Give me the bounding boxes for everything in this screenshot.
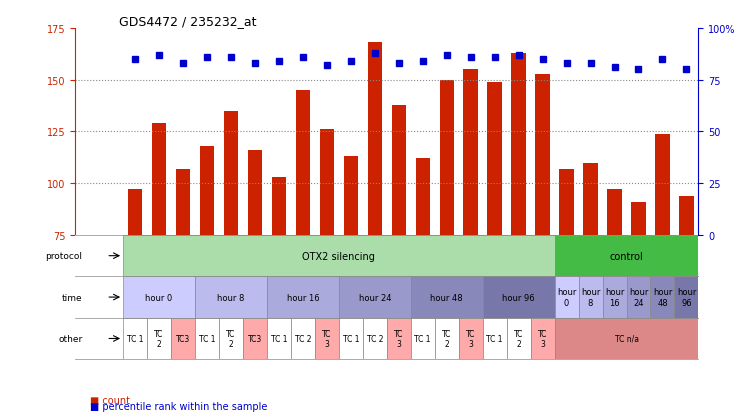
Text: TC
3: TC 3: [322, 329, 331, 348]
Text: hour
96: hour 96: [677, 288, 696, 307]
Text: other: other: [58, 334, 83, 343]
Text: hour 0: hour 0: [146, 293, 173, 302]
Bar: [463, 70, 478, 235]
Bar: [272, 178, 286, 235]
Bar: [128, 190, 142, 235]
Text: control: control: [610, 251, 644, 261]
Text: TC 1: TC 1: [342, 334, 359, 343]
Bar: [535, 74, 550, 235]
Text: TC
3: TC 3: [466, 329, 475, 348]
Text: hour 48: hour 48: [430, 293, 463, 302]
FancyBboxPatch shape: [602, 277, 626, 318]
Bar: [584, 163, 598, 235]
Text: TC3: TC3: [176, 334, 190, 343]
Text: TC n/a: TC n/a: [614, 334, 638, 343]
Text: hour 24: hour 24: [358, 293, 391, 302]
FancyBboxPatch shape: [387, 318, 411, 359]
Text: TC
2: TC 2: [442, 329, 451, 348]
FancyBboxPatch shape: [411, 277, 483, 318]
Bar: [559, 169, 574, 235]
Text: TC
3: TC 3: [394, 329, 403, 348]
Bar: [224, 112, 238, 235]
Bar: [296, 91, 310, 235]
Text: hour 8: hour 8: [217, 293, 245, 302]
Text: TC 2: TC 2: [294, 334, 311, 343]
FancyBboxPatch shape: [291, 318, 315, 359]
Text: TC 1: TC 1: [415, 334, 431, 343]
Text: TC 1: TC 1: [487, 334, 503, 343]
Text: TC 2: TC 2: [366, 334, 383, 343]
Text: TC 1: TC 1: [270, 334, 287, 343]
FancyBboxPatch shape: [363, 318, 387, 359]
FancyBboxPatch shape: [507, 318, 531, 359]
Bar: [248, 151, 262, 235]
FancyBboxPatch shape: [243, 318, 267, 359]
FancyBboxPatch shape: [339, 277, 411, 318]
FancyBboxPatch shape: [578, 277, 602, 318]
Bar: [391, 105, 406, 235]
Bar: [487, 83, 502, 235]
FancyBboxPatch shape: [459, 318, 483, 359]
Text: TC
2: TC 2: [154, 329, 164, 348]
FancyBboxPatch shape: [123, 318, 147, 359]
Text: TC
2: TC 2: [226, 329, 236, 348]
Text: TC 1: TC 1: [199, 334, 216, 343]
Text: time: time: [62, 293, 83, 302]
Bar: [415, 159, 430, 235]
FancyBboxPatch shape: [411, 318, 435, 359]
FancyBboxPatch shape: [147, 318, 171, 359]
Text: ■ percentile rank within the sample: ■ percentile rank within the sample: [90, 401, 267, 411]
Text: TC3: TC3: [248, 334, 262, 343]
Bar: [632, 202, 646, 235]
FancyBboxPatch shape: [339, 318, 363, 359]
Text: OTX2 silencing: OTX2 silencing: [303, 251, 376, 261]
FancyBboxPatch shape: [315, 318, 339, 359]
Bar: [511, 54, 526, 235]
FancyBboxPatch shape: [171, 318, 195, 359]
FancyBboxPatch shape: [219, 318, 243, 359]
Text: hour 16: hour 16: [287, 293, 319, 302]
FancyBboxPatch shape: [554, 277, 578, 318]
FancyBboxPatch shape: [123, 235, 554, 277]
FancyBboxPatch shape: [195, 318, 219, 359]
Text: hour
24: hour 24: [629, 288, 648, 307]
FancyBboxPatch shape: [650, 277, 674, 318]
Bar: [439, 81, 454, 235]
FancyBboxPatch shape: [626, 277, 650, 318]
FancyBboxPatch shape: [267, 277, 339, 318]
Text: TC 1: TC 1: [127, 334, 143, 343]
FancyBboxPatch shape: [554, 235, 698, 277]
FancyBboxPatch shape: [554, 318, 698, 359]
Bar: [656, 134, 670, 235]
Text: TC
3: TC 3: [538, 329, 547, 348]
Text: protocol: protocol: [45, 252, 83, 261]
Text: hour
48: hour 48: [653, 288, 672, 307]
FancyBboxPatch shape: [123, 277, 195, 318]
Text: hour
8: hour 8: [581, 288, 600, 307]
Bar: [152, 124, 166, 235]
Bar: [679, 196, 694, 235]
Text: hour
0: hour 0: [557, 288, 576, 307]
Bar: [176, 169, 190, 235]
FancyBboxPatch shape: [483, 277, 554, 318]
Text: GDS4472 / 235232_at: GDS4472 / 235232_at: [119, 15, 256, 28]
FancyBboxPatch shape: [435, 318, 459, 359]
Text: TC
2: TC 2: [514, 329, 523, 348]
Bar: [200, 147, 214, 235]
FancyBboxPatch shape: [674, 277, 698, 318]
Bar: [608, 190, 622, 235]
Bar: [320, 130, 334, 235]
Bar: [344, 157, 358, 235]
Text: hour 96: hour 96: [502, 293, 535, 302]
FancyBboxPatch shape: [531, 318, 554, 359]
Text: ■ count: ■ count: [90, 395, 130, 405]
FancyBboxPatch shape: [267, 318, 291, 359]
Bar: [367, 43, 382, 235]
FancyBboxPatch shape: [195, 277, 267, 318]
Text: hour
16: hour 16: [605, 288, 624, 307]
FancyBboxPatch shape: [483, 318, 507, 359]
